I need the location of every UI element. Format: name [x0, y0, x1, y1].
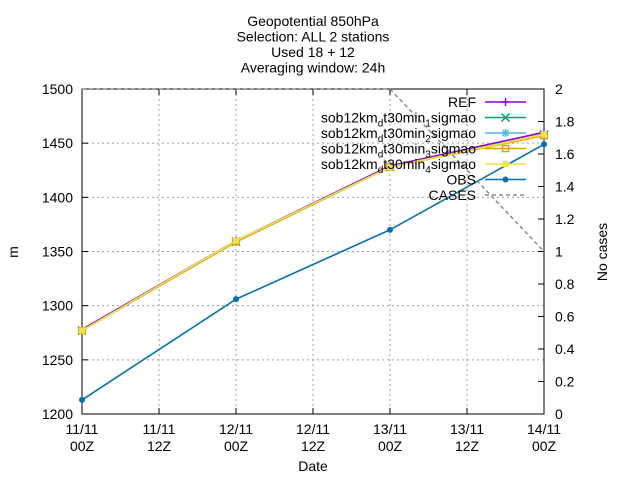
legend-marker — [502, 176, 509, 183]
y2-tick-label: 1 — [555, 244, 563, 260]
legend-marker — [500, 112, 511, 123]
y2-tick-label: 0.6 — [555, 309, 575, 325]
y-tick-label: 1350 — [42, 244, 73, 260]
x-tick-label: 00Z — [532, 438, 557, 454]
y-axis-label: m — [5, 246, 21, 258]
title-line-2: Used 18 + 12 — [271, 44, 355, 60]
legend-label: sob12kmdt30min2sigmao — [321, 125, 476, 145]
x-tick-label: 00Z — [70, 438, 95, 454]
legend-marker — [501, 144, 510, 153]
data-point — [541, 141, 547, 148]
y2-tick-label: 0.8 — [555, 276, 575, 292]
x-tick-label: 12Z — [147, 438, 172, 454]
legend-label: OBS — [446, 172, 476, 188]
legend-marker — [502, 161, 509, 167]
legend-label: CASES — [429, 187, 476, 203]
title-line-1: Selection: ALL 2 stations — [237, 29, 390, 45]
y2-tick-label: 0.4 — [555, 341, 575, 357]
legend-label: sob12kmdt30min3sigmao — [321, 141, 476, 161]
data-point — [387, 226, 393, 233]
legend: REFsob12kmdt30min1sigmaosob12kmdt30min2s… — [321, 94, 526, 203]
legend-label: sob12kmdt30min4sigmao — [321, 156, 476, 176]
series-line-6 — [82, 88, 545, 253]
y2-tick-label: 1.8 — [555, 114, 575, 130]
y2-tick-label: 1.6 — [555, 146, 575, 162]
data-point — [387, 164, 393, 170]
data-point — [541, 131, 547, 138]
x-tick-label: 14/11 — [527, 421, 561, 437]
y2-tick-label: 1.2 — [555, 211, 575, 227]
y-tick-label: 1400 — [42, 189, 73, 205]
x-tick-label: 00Z — [378, 438, 403, 454]
x-tick-label: 13/11 — [373, 421, 407, 437]
y-tick-label: 1500 — [42, 81, 73, 97]
x-axis-label: Date — [298, 458, 328, 474]
x-tick-label: 12Z — [455, 438, 480, 454]
data-point — [233, 237, 239, 244]
data-point — [79, 327, 85, 334]
y-tick-label: 1250 — [42, 352, 73, 368]
x-tick-label: 12Z — [301, 438, 326, 454]
series-line-5 — [81, 143, 545, 401]
y2-axis-label: No cases — [594, 223, 610, 281]
y-tick-label: 1200 — [42, 406, 73, 422]
x-tick-label: 00Z — [224, 438, 249, 454]
legend-marker — [501, 129, 510, 137]
y-tick-label: 1300 — [42, 298, 73, 314]
data-point — [233, 296, 239, 303]
series-lines — [77, 88, 549, 403]
x-tick-label: 12/11 — [296, 421, 330, 437]
legend-marker — [501, 98, 510, 106]
y2-tick-label: 0 — [555, 406, 563, 422]
x-tick-label: 11/11 — [143, 421, 176, 437]
legend-label: REF — [448, 94, 476, 110]
y2-tick-label: 2 — [555, 81, 563, 97]
data-point — [79, 396, 85, 403]
title-line-3: Averaging window: 24h — [241, 60, 386, 76]
grid — [82, 89, 544, 414]
x-tick-label: 12/11 — [219, 421, 253, 437]
y-tick-label: 1450 — [42, 135, 73, 151]
series-line-4 — [81, 133, 545, 332]
y2-tick-label: 1.4 — [555, 179, 575, 195]
x-tick-label: 11/11 — [66, 421, 99, 437]
y2-tick-label: 0.2 — [555, 374, 575, 390]
legend-label: sob12kmdt30min1sigmao — [321, 110, 476, 130]
axes: 11/1100Z11/1112Z12/1100Z12/1112Z13/1100Z… — [42, 81, 575, 454]
title-line-0: Geopotential 850hPa — [247, 13, 379, 29]
x-tick-label: 13/11 — [450, 421, 484, 437]
